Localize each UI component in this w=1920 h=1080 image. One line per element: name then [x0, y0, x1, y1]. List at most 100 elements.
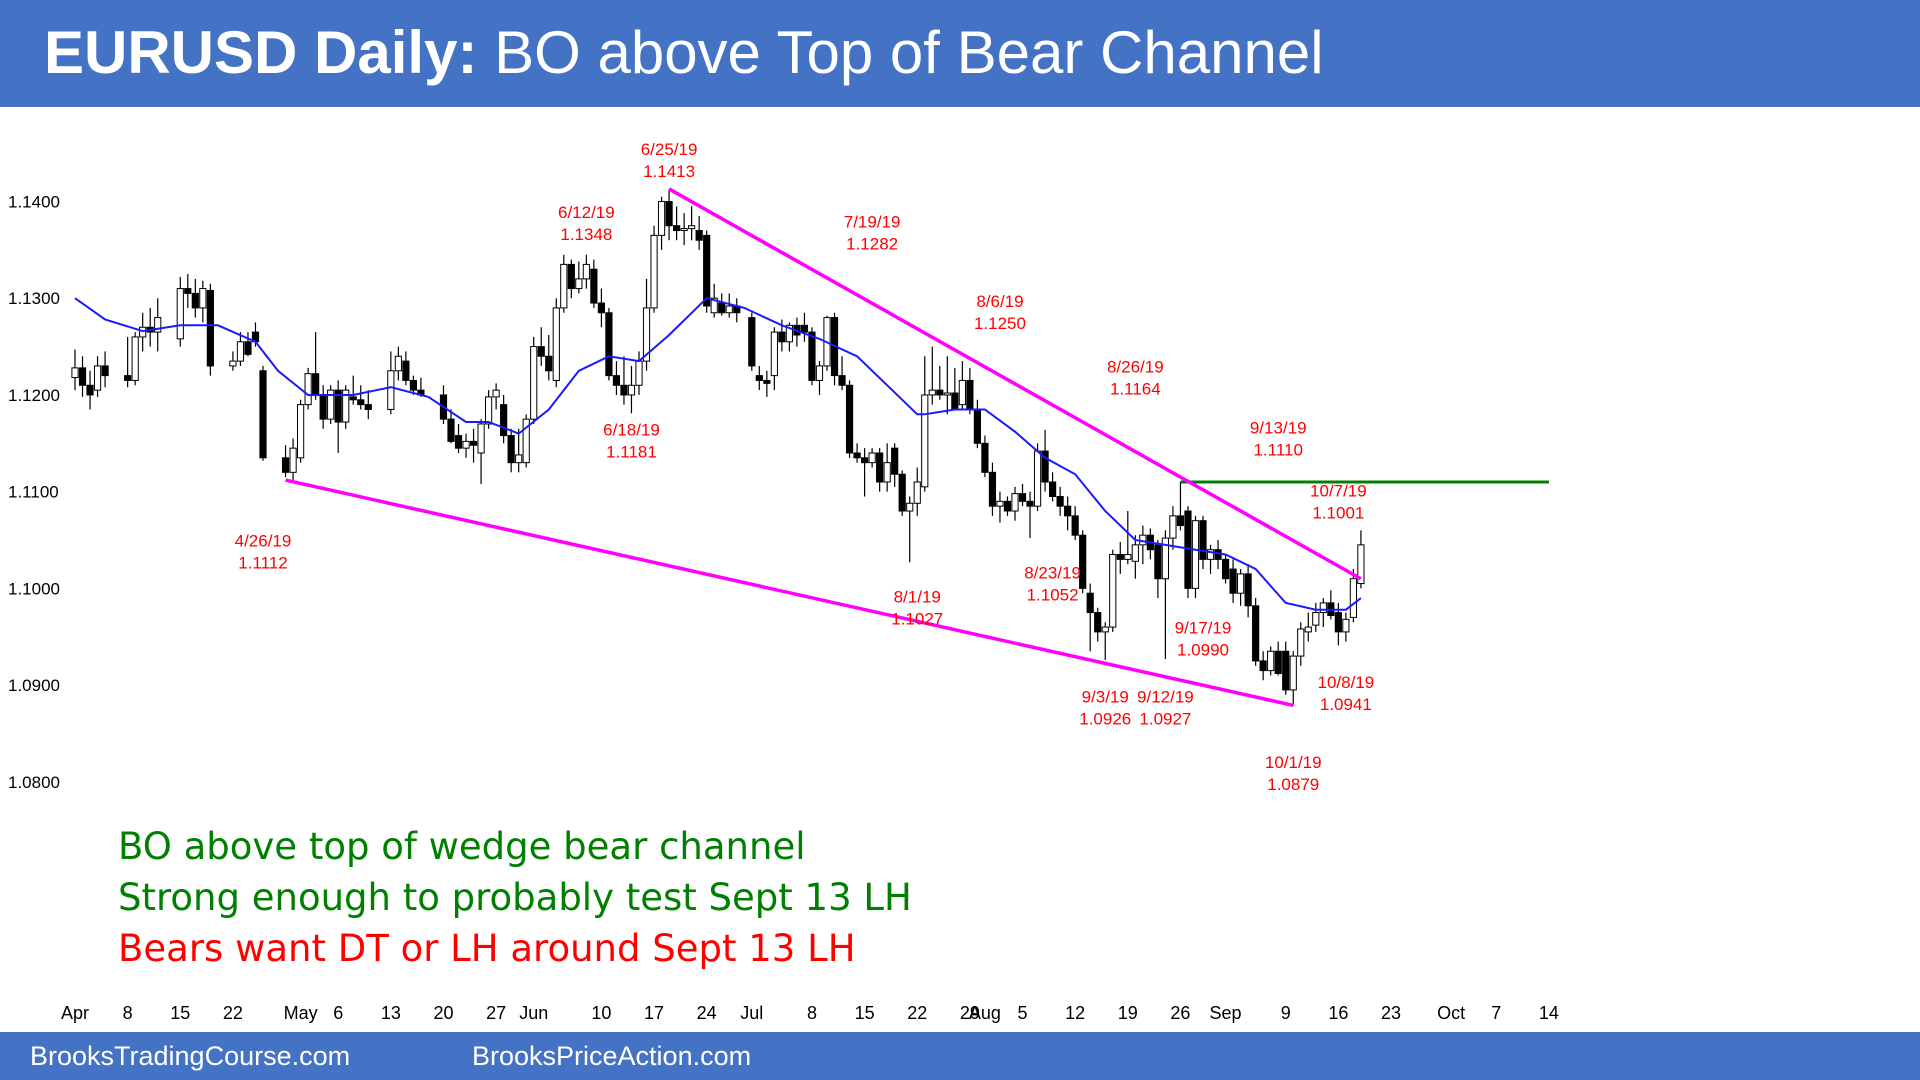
bear-candle-body [665, 201, 673, 227]
candle [176, 276, 184, 347]
candle [1011, 486, 1019, 521]
bear-candle-body [748, 317, 756, 367]
candle [1252, 598, 1260, 666]
candle [830, 312, 839, 386]
y-tick-label: 1.0800 [8, 773, 60, 792]
candle [1131, 535, 1139, 579]
candle [349, 375, 357, 405]
candle [838, 356, 846, 391]
bear-candle-body [334, 389, 342, 423]
bear-candle-body [590, 268, 598, 304]
x-tick-label: 19 [1118, 1003, 1138, 1023]
candle [1206, 544, 1215, 574]
bear-candle-body [1018, 493, 1027, 502]
candle [1312, 602, 1320, 632]
candle [1124, 511, 1132, 565]
candle [289, 438, 297, 481]
bear-candle-body [124, 375, 132, 381]
candle [1357, 530, 1365, 589]
candle [507, 428, 515, 473]
annotation: 4/26/19 1.1112 [235, 532, 292, 573]
bull-candle-body [176, 288, 184, 340]
annotation-date: 8/1/19 [894, 588, 941, 607]
bear-candle-body [1116, 554, 1124, 560]
candle [1071, 506, 1079, 541]
x-tick-label: 7 [1491, 1003, 1501, 1023]
x-tick-label: 9 [1281, 1003, 1291, 1023]
bull-candle-body [657, 201, 666, 236]
annotation-date: 6/25/19 [641, 140, 698, 159]
bull-candle-body [342, 389, 350, 423]
candle [124, 336, 132, 388]
candle [1064, 496, 1072, 531]
candle [966, 367, 974, 415]
candle [342, 385, 350, 429]
x-tick-label: Jul [740, 1003, 763, 1023]
annotation: 8/23/19 1.1052 [1024, 563, 1081, 604]
candles [71, 188, 1365, 706]
annotation-date: 8/26/19 [1107, 358, 1164, 377]
bear-candle-body [545, 355, 553, 372]
bear-candle-body [936, 389, 944, 396]
bull-candle-body [485, 396, 493, 425]
bull-candle-body [688, 225, 696, 230]
candle [1116, 541, 1124, 574]
note-bears: Bears want DT or LH around Sept 13 LH [118, 927, 856, 970]
bull-candle-body [492, 389, 500, 398]
bull-candle-body [71, 367, 79, 379]
candle [1154, 540, 1162, 599]
x-tick-label: Oct [1437, 1003, 1465, 1023]
candle [913, 467, 921, 516]
candle [394, 346, 402, 381]
annotation: 9/17/19 1.0990 [1175, 619, 1232, 660]
candle [1267, 646, 1275, 676]
bull-candle-body [289, 447, 297, 473]
bear-candle-body [981, 442, 989, 473]
candle [206, 283, 214, 376]
candle [1342, 612, 1350, 642]
bear-candle-body [853, 452, 861, 459]
candle [402, 351, 410, 386]
candle [981, 435, 989, 478]
bear-candle-body [673, 225, 681, 232]
bull-candle-body [921, 394, 929, 488]
candle [537, 327, 545, 366]
bull-candle-body [868, 452, 876, 464]
candle [1349, 569, 1358, 623]
candle [1086, 583, 1094, 652]
annotation-date: 7/19/19 [844, 212, 901, 231]
bear-candle-body [973, 408, 981, 444]
bull-candle-body [1267, 650, 1275, 672]
candle [199, 280, 207, 323]
bear-candle-body [718, 302, 726, 314]
price-labels: 6/25/19 1.1413 6/12/19 1.1348 6/18/19 1.1181 7… [235, 140, 1375, 794]
y-tick-label: 1.1300 [8, 289, 60, 308]
bear-candle-body [1176, 515, 1185, 527]
bear-candle-body [1026, 500, 1034, 507]
bear-candle-body [838, 375, 846, 386]
candle [815, 361, 824, 395]
bear-candle-body [469, 440, 478, 446]
candle [454, 423, 463, 453]
y-tick-label: 1.1200 [8, 386, 60, 405]
candle [319, 385, 327, 429]
candle [545, 334, 553, 381]
title-banner: EURUSD Daily: BO above Top of Bear Chann… [0, 0, 1920, 107]
candle [1282, 641, 1290, 695]
bull-candle-body [815, 365, 824, 381]
candle [530, 336, 538, 424]
bear-candle-body [1071, 515, 1079, 536]
candle [86, 370, 94, 410]
candle [1304, 612, 1312, 642]
candle [1056, 486, 1064, 516]
candle [695, 216, 703, 250]
bear-candle-body [876, 452, 884, 483]
candle [620, 356, 628, 405]
bull-candle-body [560, 263, 568, 309]
candle [312, 332, 320, 400]
candle [582, 254, 590, 289]
annotation-price: 1.1181 [606, 442, 657, 461]
x-tick-label: 12 [1065, 1003, 1085, 1023]
annotation-price: 1.1110 [1253, 440, 1302, 459]
annotation: 8/6/19 1.1250 [974, 292, 1026, 333]
